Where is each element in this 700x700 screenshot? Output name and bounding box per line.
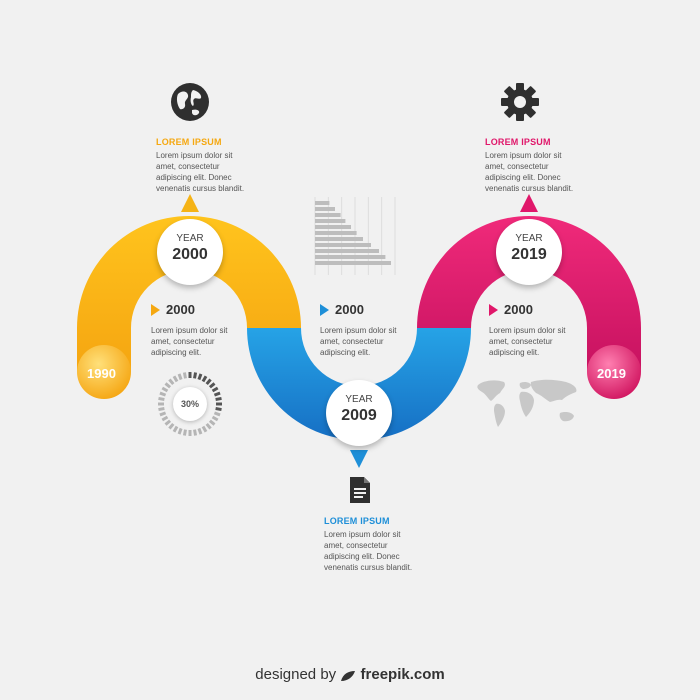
gauge-tick <box>211 415 219 422</box>
gauge-tick <box>161 386 169 393</box>
top-right-heading: LOREM IPSUM <box>485 137 551 147</box>
milestone-year: 2019 <box>511 246 547 263</box>
gauge-tick <box>201 375 208 383</box>
gauge-value: 30% <box>173 387 207 421</box>
gauge-tick <box>158 396 165 401</box>
pointer-magenta <box>520 194 538 212</box>
gauge-tick <box>182 429 187 436</box>
bar <box>315 219 346 223</box>
milestone-label: YEAR <box>176 233 204 244</box>
gauge-tick <box>158 407 165 412</box>
blue-valley <box>247 328 471 440</box>
globe-icon <box>171 83 209 121</box>
footer-credit: designed by freepik.com <box>0 666 700 683</box>
sub-item-body: Lorem ipsum dolor sit amet, consectetur … <box>151 326 228 357</box>
gauge-tick <box>177 427 183 435</box>
sub-item-year: 2000 <box>166 302 195 317</box>
sub-item-year: 2000 <box>504 302 533 317</box>
top-right-body: Lorem ipsum dolor sit amet, consectetur … <box>485 151 574 193</box>
gauge-tick <box>197 427 203 435</box>
end-year-label: 2019 <box>597 366 626 381</box>
bar <box>315 225 351 229</box>
bottom-center-heading: LOREM IPSUM <box>324 516 390 526</box>
gauge-tick <box>193 372 198 379</box>
gauge-tick <box>172 425 179 433</box>
gauge-tick <box>205 378 212 386</box>
start-year-label: 1990 <box>87 366 116 381</box>
bar <box>315 207 335 211</box>
progress-gauge: 30% <box>157 371 223 437</box>
gauge-tick <box>159 411 167 417</box>
gauge-tick <box>172 375 179 383</box>
gauge-tick <box>159 391 167 397</box>
gauge-tick <box>215 396 222 401</box>
gauge-tick <box>213 411 221 417</box>
pointer-yellow <box>181 194 199 212</box>
gauge-ticks <box>158 372 222 436</box>
gauge-tick <box>168 422 175 430</box>
footer-prefix: designed by <box>255 666 337 683</box>
gauge-tick <box>213 391 221 397</box>
pointer-blue <box>350 450 368 468</box>
sub-item-year: 2000 <box>335 302 364 317</box>
gauge-tick <box>164 419 172 426</box>
yellow-arch <box>77 216 301 372</box>
gauge-tick <box>177 373 183 381</box>
bar <box>315 201 330 205</box>
bar <box>315 249 379 253</box>
footer-brand: freepik.com <box>360 666 445 683</box>
bar <box>315 255 386 259</box>
world-map-graphic <box>477 379 577 427</box>
sub-item-body: Lorem ipsum dolor sit amet, consectetur … <box>320 326 397 357</box>
bar-graphic <box>314 197 396 275</box>
gauge-tick <box>208 419 216 426</box>
magenta-arch <box>417 216 641 372</box>
bottom-center-body: Lorem ipsum dolor sit amet, consectetur … <box>324 530 413 572</box>
milestone-label: YEAR <box>515 233 543 244</box>
document-icon <box>350 477 370 503</box>
bar <box>315 237 363 241</box>
milestone-2009: YEAR 2009 <box>326 380 392 446</box>
gauge-tick <box>161 415 169 422</box>
gauge-tick <box>201 425 208 433</box>
gauge-tick <box>211 386 219 393</box>
bar <box>315 213 341 217</box>
gauge-tick <box>197 373 203 381</box>
bar <box>315 231 357 235</box>
milestone-2019: YEAR 2019 <box>496 219 562 285</box>
arrow-marker <box>320 304 329 316</box>
top-left-body: Lorem ipsum dolor sit amet, consectetur … <box>156 151 245 193</box>
sub-item-body: Lorem ipsum dolor sit amet, consectetur … <box>489 326 566 357</box>
milestone-2000: YEAR 2000 <box>157 219 223 285</box>
bar <box>315 243 371 247</box>
gauge-tick <box>164 382 172 389</box>
arrow-marker <box>489 304 498 316</box>
milestone-year: 2009 <box>341 407 377 424</box>
bar <box>315 261 391 265</box>
gear-icon <box>501 83 539 121</box>
arrow-marker <box>151 304 160 316</box>
freepik-logo-icon <box>340 669 356 682</box>
start-cap <box>77 345 131 399</box>
gauge-tick <box>205 422 212 430</box>
top-left-heading: LOREM IPSUM <box>156 137 222 147</box>
gauge-tick <box>182 372 187 379</box>
milestone-label: YEAR <box>345 394 373 405</box>
end-cap <box>587 345 641 399</box>
gauge-tick <box>208 382 216 389</box>
gauge-tick <box>215 407 222 412</box>
milestone-year: 2000 <box>172 246 208 263</box>
gauge-tick <box>168 378 175 386</box>
gauge-tick <box>193 429 198 436</box>
